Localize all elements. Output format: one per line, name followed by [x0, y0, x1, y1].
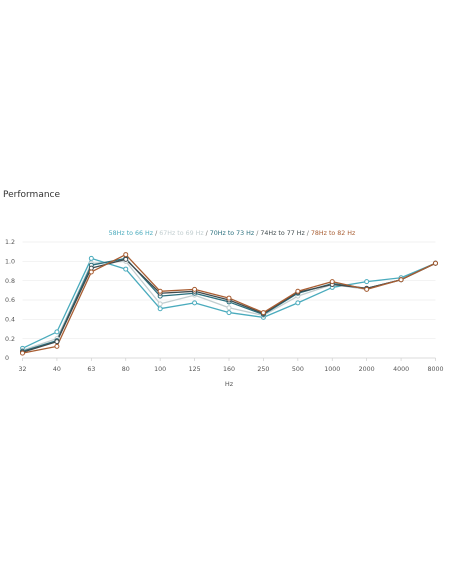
- chart-legend: 58Hz to 66 Hz / 67Hz to 69 Hz / 70Hz to …: [109, 230, 356, 237]
- series-point-0[interactable]: [226, 310, 232, 316]
- x-tick-label: 125: [189, 366, 201, 373]
- series-point-0[interactable]: [123, 266, 129, 272]
- y-tick-label: 0.6: [5, 297, 15, 304]
- series-point-1[interactable]: [226, 305, 232, 311]
- y-tick-label: 1.0: [5, 259, 15, 266]
- series-point-4[interactable]: [123, 252, 129, 258]
- legend-item-0[interactable]: 58Hz to 66 Hz: [109, 230, 154, 237]
- legend-separator: /: [254, 230, 260, 237]
- y-tick-label: 0: [5, 355, 9, 362]
- series-point-0[interactable]: [192, 300, 198, 306]
- x-tick-label: 40: [53, 366, 61, 373]
- y-tick-label: 0.8: [5, 278, 15, 285]
- y-axis-ticks: 0 0.2 0.4 0.6 0.8 1.0 1.2: [5, 239, 15, 362]
- x-tick-label: 80: [122, 366, 130, 373]
- x-tick-label: 100: [154, 366, 166, 373]
- section-title: Performance: [3, 190, 61, 200]
- series-point-0[interactable]: [54, 329, 60, 335]
- y-tick-label: 1.2: [5, 239, 15, 246]
- legend-item-1[interactable]: 67Hz to 69 Hz: [159, 230, 204, 237]
- series-point-4[interactable]: [20, 350, 25, 356]
- x-tick-label: 160: [223, 366, 235, 373]
- series-point-0[interactable]: [88, 255, 94, 261]
- x-tick-label: 2000: [359, 366, 375, 373]
- series-point-4[interactable]: [226, 295, 232, 301]
- y-tick-label: 0.4: [5, 317, 15, 324]
- series-point-4[interactable]: [398, 277, 404, 283]
- x-axis-ticks: 32 40 63 80 100 125 160 250 500 1000 2000 4000 8000: [18, 366, 443, 373]
- series-point-1[interactable]: [157, 301, 163, 307]
- series-point-0[interactable]: [295, 300, 301, 306]
- x-tick-label: 8000: [427, 366, 443, 373]
- legend-separator: /: [204, 230, 210, 237]
- series-point-4[interactable]: [192, 286, 198, 292]
- series-point-4[interactable]: [260, 310, 266, 316]
- legend-item-2[interactable]: 70Hz to 73 Hz: [210, 230, 255, 237]
- series-point-4[interactable]: [433, 260, 438, 266]
- legend-item-4[interactable]: 78Hz to 82 Hz: [311, 230, 356, 237]
- series-point-4[interactable]: [364, 286, 370, 292]
- x-axis-title: Hz: [225, 380, 234, 388]
- y-tick-label: 0.2: [5, 336, 15, 343]
- series-point-0[interactable]: [364, 279, 370, 285]
- series-point-4[interactable]: [329, 279, 335, 285]
- series-points: [20, 252, 438, 356]
- x-tick-label: 500: [292, 366, 304, 373]
- series-point-3[interactable]: [123, 256, 129, 262]
- series-point-0[interactable]: [157, 306, 163, 312]
- x-tick-label: 63: [87, 366, 95, 373]
- x-tick-label: 4000: [393, 366, 409, 373]
- legend-separator: /: [305, 230, 311, 237]
- x-tick-label: 32: [18, 366, 26, 373]
- legend-item-3[interactable]: 74Hz to 77 Hz: [260, 230, 305, 237]
- x-tick-label: 250: [257, 366, 269, 373]
- legend-separator: /: [153, 230, 159, 237]
- series-point-4[interactable]: [295, 288, 301, 294]
- x-tick-label: 1000: [324, 366, 340, 373]
- series-point-4[interactable]: [88, 269, 94, 275]
- series-point-4[interactable]: [54, 343, 60, 349]
- series-point-3[interactable]: [54, 339, 60, 345]
- series-point-4[interactable]: [157, 288, 163, 294]
